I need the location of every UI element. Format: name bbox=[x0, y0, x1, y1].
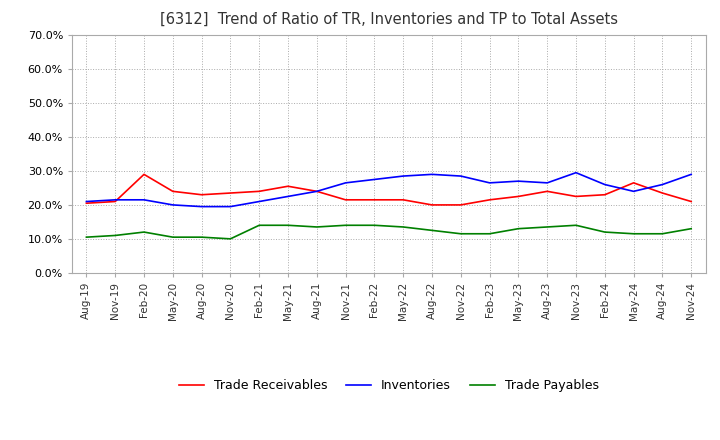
Trade Payables bbox=[629, 231, 638, 236]
Trade Payables bbox=[168, 235, 177, 240]
Trade Payables bbox=[543, 224, 552, 230]
Trade Payables bbox=[658, 231, 667, 236]
Line: Inventories: Inventories bbox=[86, 172, 691, 207]
Trade Receivables bbox=[485, 197, 494, 202]
Trade Payables bbox=[485, 231, 494, 236]
Inventories bbox=[370, 177, 379, 182]
Inventories bbox=[284, 194, 292, 199]
Trade Receivables bbox=[399, 197, 408, 202]
Inventories bbox=[485, 180, 494, 186]
Trade Receivables bbox=[111, 199, 120, 204]
Inventories bbox=[687, 172, 696, 177]
Inventories bbox=[168, 202, 177, 208]
Trade Payables bbox=[572, 223, 580, 228]
Trade Payables bbox=[284, 223, 292, 228]
Trade Receivables bbox=[82, 201, 91, 206]
Trade Receivables bbox=[428, 202, 436, 208]
Trade Payables bbox=[370, 223, 379, 228]
Trade Payables bbox=[456, 231, 465, 236]
Trade Payables bbox=[428, 228, 436, 233]
Line: Trade Receivables: Trade Receivables bbox=[86, 174, 691, 205]
Trade Payables bbox=[82, 235, 91, 240]
Trade Receivables bbox=[687, 199, 696, 204]
Inventories bbox=[456, 173, 465, 179]
Inventories bbox=[629, 189, 638, 194]
Trade Receivables bbox=[226, 191, 235, 196]
Trade Payables bbox=[687, 226, 696, 231]
Trade Receivables bbox=[168, 189, 177, 194]
Trade Payables bbox=[111, 233, 120, 238]
Trade Receivables bbox=[140, 172, 148, 177]
Trade Receivables bbox=[600, 192, 609, 198]
Inventories bbox=[197, 204, 206, 209]
Inventories bbox=[399, 173, 408, 179]
Trade Receivables bbox=[572, 194, 580, 199]
Trade Payables bbox=[399, 224, 408, 230]
Trade Payables bbox=[341, 223, 350, 228]
Trade Receivables bbox=[197, 192, 206, 198]
Trade Receivables bbox=[284, 183, 292, 189]
Trade Receivables bbox=[341, 197, 350, 202]
Trade Receivables bbox=[456, 202, 465, 208]
Inventories bbox=[226, 204, 235, 209]
Trade Receivables bbox=[629, 180, 638, 186]
Trade Payables bbox=[600, 229, 609, 235]
Trade Receivables bbox=[255, 189, 264, 194]
Title: [6312]  Trend of Ratio of TR, Inventories and TP to Total Assets: [6312] Trend of Ratio of TR, Inventories… bbox=[160, 12, 618, 27]
Line: Trade Payables: Trade Payables bbox=[86, 225, 691, 239]
Inventories bbox=[312, 189, 321, 194]
Inventories bbox=[428, 172, 436, 177]
Trade Receivables bbox=[312, 189, 321, 194]
Inventories bbox=[514, 179, 523, 184]
Trade Payables bbox=[255, 223, 264, 228]
Trade Payables bbox=[514, 226, 523, 231]
Trade Receivables bbox=[543, 189, 552, 194]
Inventories bbox=[341, 180, 350, 186]
Inventories bbox=[82, 199, 91, 204]
Inventories bbox=[111, 197, 120, 202]
Inventories bbox=[572, 170, 580, 175]
Legend: Trade Receivables, Inventories, Trade Payables: Trade Receivables, Inventories, Trade Pa… bbox=[174, 374, 604, 397]
Trade Payables bbox=[226, 236, 235, 242]
Trade Payables bbox=[197, 235, 206, 240]
Inventories bbox=[255, 199, 264, 204]
Trade Receivables bbox=[658, 191, 667, 196]
Inventories bbox=[543, 180, 552, 186]
Inventories bbox=[658, 182, 667, 187]
Trade Payables bbox=[312, 224, 321, 230]
Trade Payables bbox=[140, 229, 148, 235]
Inventories bbox=[140, 197, 148, 202]
Inventories bbox=[600, 182, 609, 187]
Trade Receivables bbox=[370, 197, 379, 202]
Trade Receivables bbox=[514, 194, 523, 199]
